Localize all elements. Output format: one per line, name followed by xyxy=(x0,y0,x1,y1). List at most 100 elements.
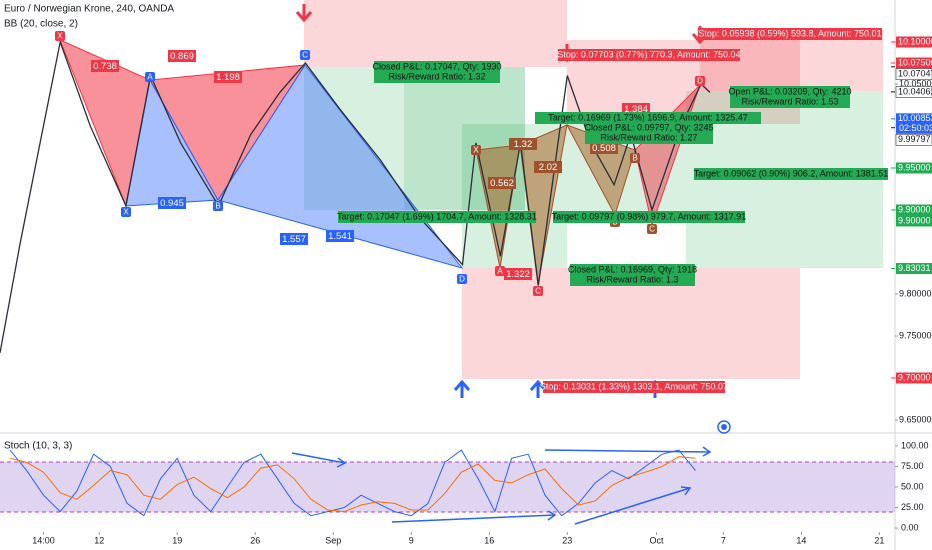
ratio-label: 1.384 xyxy=(624,104,648,115)
pattern-point: A xyxy=(497,267,503,276)
pattern-point: X xyxy=(473,146,479,155)
pattern-point-box xyxy=(471,145,481,155)
ratio-label: 1.557 xyxy=(282,234,306,245)
pattern-point: C xyxy=(302,51,308,60)
position-box xyxy=(374,61,500,83)
position-text: Closed P&L: 0.17047, Qty: 1930 xyxy=(372,61,501,71)
price-label: 9.90000 xyxy=(898,204,931,214)
buy-arrow xyxy=(529,379,547,398)
ratio-box xyxy=(504,268,532,280)
y-tick-label: 75.00 xyxy=(901,461,924,471)
ratio-label: 0.945 xyxy=(160,198,184,209)
position-text: Risk/Reward Ratio: 1.32 xyxy=(388,71,485,81)
position-text: Target: 0.17047 (1.69%) 1704.7, Amount: … xyxy=(337,211,537,221)
position-box xyxy=(698,28,882,40)
sell-arrow xyxy=(295,4,313,23)
position-box xyxy=(553,211,745,223)
price-label-box xyxy=(896,36,932,48)
countdown-box xyxy=(896,123,932,134)
pattern-point: B xyxy=(215,202,220,211)
price-label-box xyxy=(896,215,932,227)
x-tick-label: Sep xyxy=(325,535,341,545)
position-box xyxy=(730,86,850,108)
position-text: Stop: 0.07703 (0.77%) 770.3, Amount: 750… xyxy=(557,49,740,59)
ratio-box xyxy=(488,177,516,189)
position-box xyxy=(535,112,761,124)
y-tick-label: 10.05000 xyxy=(899,78,932,88)
stoch-title: Stoch (10, 3, 3) xyxy=(4,441,72,452)
price-label-box xyxy=(896,162,932,174)
position-box xyxy=(570,264,695,286)
y-tick-label: 25.00 xyxy=(901,502,924,512)
x-tick-label: 16 xyxy=(484,535,494,545)
price-label-box xyxy=(896,372,932,384)
trendline xyxy=(391,510,557,523)
buy-arrow xyxy=(453,379,471,398)
stoch-line xyxy=(9,449,696,517)
price-label-box xyxy=(895,86,932,98)
trendline xyxy=(291,452,347,468)
ratio-box xyxy=(91,60,119,72)
ratio-label: 1.322 xyxy=(506,269,530,280)
ratio-box xyxy=(214,71,242,83)
price-label-box xyxy=(895,68,932,80)
pattern-point-box xyxy=(55,31,65,41)
stoch-line xyxy=(9,456,696,513)
y-tick-label: 9.80000 xyxy=(899,288,932,298)
pattern-point-box xyxy=(300,50,310,60)
pattern-point: A xyxy=(147,73,153,82)
pattern-point-box xyxy=(121,207,131,217)
position-box xyxy=(338,211,536,223)
pattern-point: X xyxy=(123,208,129,217)
price-line xyxy=(0,39,711,353)
x-tick-label: 19 xyxy=(172,535,182,545)
x-tick-label: 7 xyxy=(721,535,726,545)
position-box xyxy=(694,168,888,180)
y-tick-label: 9.75000 xyxy=(899,330,932,340)
indicator-title: BB (20, close, 2) xyxy=(4,19,78,30)
price-label: 9.99797 xyxy=(898,134,931,144)
position-text: Target: 0.09797 (0.98%) 979.7, Amount: 1… xyxy=(552,211,747,221)
price-label: 10.07500 xyxy=(898,57,932,67)
ratio-label: 0.562 xyxy=(490,178,514,189)
pattern-leg xyxy=(475,144,521,269)
symbol-title: Euro / Norwegian Krone, 240, OANDA xyxy=(4,4,174,15)
position-text: Risk/Reward Ratio: 1.27 xyxy=(600,132,697,142)
y-tick-label: 100.00 xyxy=(901,440,929,450)
price-label: 10.04062 xyxy=(898,86,932,96)
trendline xyxy=(544,446,712,457)
position-text: Stop: 0.05938 (0.59%) 593.8, Amount: 750… xyxy=(698,28,881,38)
ratio-label: 0.738 xyxy=(93,61,117,72)
pattern-point: C xyxy=(535,287,541,296)
position-text: Target: 0.16969 (1.73%) 1696.9, Amount: … xyxy=(548,112,748,122)
ratio-box xyxy=(509,138,537,150)
x-tick-label: 12 xyxy=(94,535,104,545)
ratio-label: 0.869 xyxy=(170,51,194,62)
ratio-box xyxy=(326,230,354,242)
stop-zone xyxy=(462,268,800,379)
pattern-point-box xyxy=(695,76,705,86)
x-tick-label: 26 xyxy=(250,535,260,545)
position-text: Target: 0.09062 (0.90%) 906.2, Amount: 1… xyxy=(694,168,889,178)
ratio-box xyxy=(158,197,186,209)
price-label: 9.95000 xyxy=(898,162,931,172)
position-box xyxy=(585,122,713,144)
pattern-point-box xyxy=(145,72,155,82)
ratio-box xyxy=(590,142,618,154)
y-tick-label: 0.00 xyxy=(901,522,919,532)
stoch-band xyxy=(0,462,895,512)
ratio-label: 1.541 xyxy=(328,231,352,242)
x-tick-label: 14 xyxy=(796,535,806,545)
x-tick-label: 9 xyxy=(409,535,414,545)
ratio-label: 1.198 xyxy=(216,72,240,83)
ratio-box xyxy=(534,161,562,173)
position-text: Closed P&L: 0.09797, Qty: 3245 xyxy=(584,122,713,132)
price-label: 10.00853 xyxy=(898,113,932,123)
pattern-point: D xyxy=(697,77,703,86)
pattern-point: X xyxy=(57,32,63,41)
pattern-point-box xyxy=(495,266,505,276)
event-icon-dot xyxy=(721,424,727,430)
price-label-box xyxy=(896,113,932,125)
position-text: Open P&L: 0.03209, Qty: 4210 xyxy=(728,86,851,96)
ratio-label: 1.32 xyxy=(514,139,533,150)
